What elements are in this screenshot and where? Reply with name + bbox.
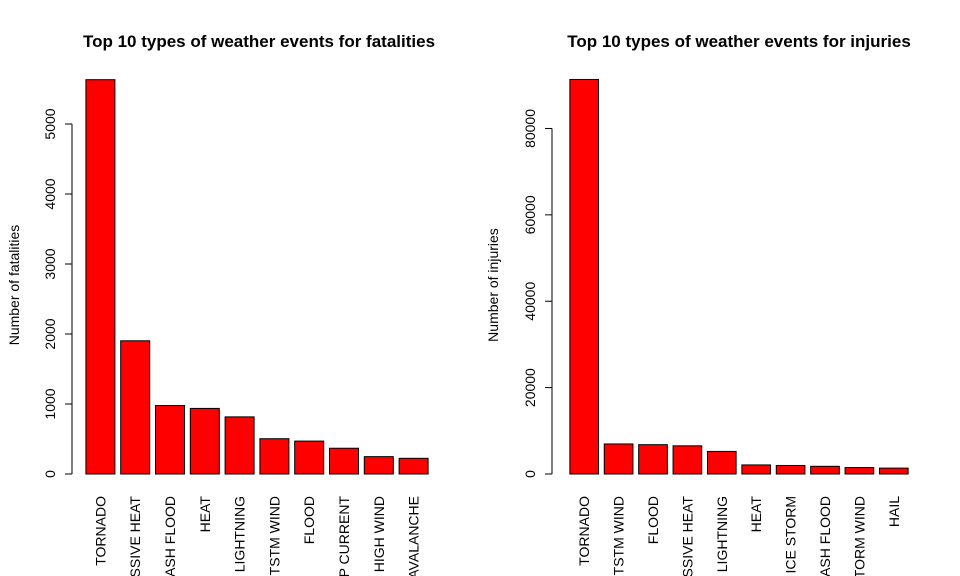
- y-tick-label: 60000: [522, 195, 538, 234]
- bar: [844, 467, 875, 475]
- bar: [741, 464, 772, 475]
- x-tick-label: EXCESSIVE HEAT: [127, 496, 143, 576]
- bar: [329, 447, 359, 475]
- x-tick-label: ICE STORM: [783, 496, 799, 574]
- x-tick-label: TSTM WIND: [611, 496, 627, 575]
- x-tick-label: LIGHTNING: [714, 496, 730, 572]
- bar: [155, 405, 185, 475]
- x-tick-label: FLOOD: [645, 496, 661, 544]
- bar: [259, 438, 290, 475]
- x-tick-label: THUNDERSTORM WIND: [851, 496, 867, 576]
- bar: [706, 450, 737, 475]
- x-tick-label: HIGH WIND: [371, 496, 387, 572]
- y-tick-label: 0: [522, 470, 538, 478]
- x-tick-label: HEAT: [748, 496, 764, 533]
- bar: [363, 456, 394, 475]
- bar: [603, 443, 634, 475]
- bar: [120, 340, 151, 475]
- bar: [85, 79, 116, 475]
- x-tick-label: LIGHTNING: [232, 496, 248, 572]
- x-tick-label: HEAT: [197, 496, 213, 533]
- bar: [569, 78, 600, 475]
- bar: [810, 465, 840, 475]
- bar: [189, 407, 220, 475]
- y-axis-label: Number of injuries: [485, 228, 501, 342]
- bar: [638, 444, 668, 475]
- bar: [672, 445, 703, 475]
- x-tick-label: EXCESSIVE HEAT: [679, 496, 695, 576]
- y-tick-label: 3000: [42, 248, 58, 279]
- y-tick-label: 1000: [42, 388, 58, 419]
- x-tick-label: FLOOD: [301, 496, 317, 544]
- bar: [878, 467, 909, 475]
- y-tick-label: 20000: [522, 368, 538, 407]
- y-tick-label: 5000: [42, 108, 58, 139]
- x-tick-label: TSTM WIND: [266, 496, 282, 575]
- y-axis-label: Number of fatalities: [6, 225, 22, 346]
- x-tick-label: RIP CURRENT: [336, 496, 352, 576]
- bar: [294, 440, 325, 475]
- y-tick-label: 40000: [522, 282, 538, 321]
- x-tick-label: AVALANCHE: [406, 496, 422, 576]
- y-tick-label: 4000: [42, 178, 58, 209]
- bar: [775, 464, 806, 475]
- chart-title: Top 10 types of weather events for injur…: [567, 32, 911, 51]
- x-tick-label: TORNADO: [92, 496, 108, 566]
- x-tick-label: TORNADO: [576, 496, 592, 566]
- bar: [398, 457, 429, 475]
- x-tick-label: HAIL: [886, 496, 902, 527]
- y-tick-label: 0: [42, 470, 58, 478]
- x-tick-label: FLASH FLOOD: [162, 496, 178, 576]
- bar: [224, 416, 255, 475]
- x-tick-label: FLASH FLOOD: [817, 496, 833, 576]
- chart-title: Top 10 types of weather events for fatal…: [83, 32, 435, 51]
- y-tick-label: 2000: [42, 318, 58, 349]
- y-tick-label: 80000: [522, 109, 538, 148]
